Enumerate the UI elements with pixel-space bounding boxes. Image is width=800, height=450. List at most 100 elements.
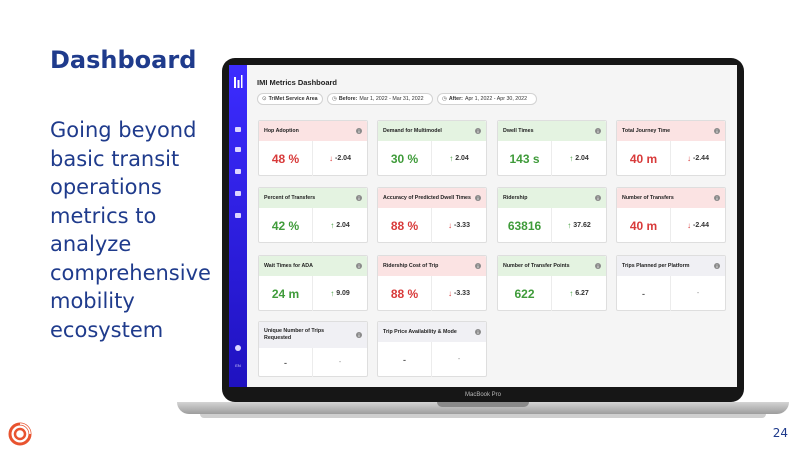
metric-card-body: --	[617, 276, 725, 311]
dashboard-title: IMI Metrics Dashboard	[257, 78, 338, 87]
metric-card-title: Total Journey Time	[622, 127, 671, 134]
info-icon[interactable]: i	[595, 195, 601, 201]
metric-card-body: 88 % ↓ -3.33	[378, 276, 486, 311]
metric-change-value: -3.33	[454, 290, 470, 297]
arrow-up-icon: ↑	[330, 221, 335, 230]
laptop-base-shadow	[200, 414, 766, 418]
laptop-screen: EN IMI Metrics Dashboard ⊙ TriMet Servic…	[229, 65, 737, 387]
arrow-down-icon: ↓	[448, 289, 453, 298]
metric-card[interactable]: Total Journey Time i 40 m ↓ -2.44	[616, 120, 726, 176]
metric-card[interactable]: Number of Transfers i 40 m ↓ -2.44	[616, 187, 726, 243]
metric-change-value: -	[338, 359, 342, 366]
metric-change-value: 2.04	[455, 155, 469, 162]
metric-card[interactable]: Accuracy of Predicted Dwell Times i 88 % ↓ -…	[377, 187, 487, 243]
info-icon[interactable]: i	[714, 263, 720, 269]
metric-change-value: -2.44	[693, 222, 709, 229]
metric-card-title: Dwell Times	[503, 127, 534, 134]
metric-card-body: 48 % ↓ -2.04	[259, 141, 367, 176]
metric-card[interactable]: Hop Adoption i 48 % ↓ -2.04	[258, 120, 368, 176]
metric-change-value: 6.27	[575, 290, 589, 297]
metric-change: ↓ -2.04	[313, 141, 367, 176]
metric-card[interactable]: Ridership i 63816 ↑ 37.62	[497, 187, 607, 243]
metric-card[interactable]: Demand for Multimodel i 30 % ↑ 2.04	[377, 120, 487, 176]
metric-card-title: Ridership Cost of Trip	[383, 262, 439, 269]
info-icon[interactable]: i	[475, 195, 481, 201]
filter-after-chip[interactable]: ◷ After: Apr 1, 2022 - Apr 30, 2022	[437, 93, 537, 105]
metric-change: -	[432, 342, 486, 377]
info-icon[interactable]: i	[595, 263, 601, 269]
metric-card-header: Demand for Multimodel i	[378, 121, 486, 141]
info-icon[interactable]: i	[475, 329, 481, 335]
laptop-notch	[437, 402, 529, 407]
nav-folder-icon[interactable]	[235, 191, 241, 196]
metric-card-title: Trip Price Availability & Mode	[383, 328, 457, 335]
info-icon[interactable]: i	[475, 128, 481, 134]
metric-card-body: --	[378, 342, 486, 377]
metric-card-header: Hop Adoption i	[259, 121, 367, 141]
metric-card-header: Ridership i	[498, 188, 606, 208]
metric-card[interactable]: Trips Planned per Platform i - -	[616, 255, 726, 311]
metric-card[interactable]: Unique Number of Trips Requested i - -	[258, 321, 368, 377]
filter-area-value: TriMet Service Area	[268, 96, 318, 102]
metric-card-title: Percent of Transfers	[264, 194, 316, 201]
info-icon[interactable]: i	[714, 195, 720, 201]
metric-card[interactable]: Dwell Times i 143 s ↑ 2.04	[497, 120, 607, 176]
nav-language-toggle[interactable]: EN	[235, 363, 241, 368]
metric-card-body: 40 m ↓ -2.44	[617, 208, 725, 243]
page-number: 24	[772, 426, 788, 440]
nav-reports-icon[interactable]	[235, 147, 241, 152]
filter-area-chip[interactable]: ⊙ TriMet Service Area	[257, 93, 323, 105]
metric-card-body: 143 s ↑ 2.04	[498, 141, 606, 176]
arrow-up-icon: ↑	[569, 289, 574, 298]
arrow-down-icon: ↓	[329, 154, 334, 163]
metric-value: 40 m	[617, 208, 671, 243]
metric-card[interactable]: Number of Transfer Points i 622 ↑ 6.27	[497, 255, 607, 311]
metric-value: -	[259, 348, 313, 377]
metric-change: ↑ 9.09	[313, 276, 367, 311]
nav-chart-icon[interactable]	[235, 213, 241, 218]
metric-card[interactable]: Percent of Transfers i 42 % ↑ 2.04	[258, 187, 368, 243]
metric-card-title: Wait Times for ADA	[264, 262, 313, 269]
metric-card[interactable]: Trip Price Availability & Mode i - -	[377, 321, 487, 377]
metric-card[interactable]: Ridership Cost of Trip i 88 % ↓ -3.33	[377, 255, 487, 311]
metric-card-header: Trip Price Availability & Mode i	[378, 322, 486, 342]
metric-value: -	[617, 276, 671, 311]
arrow-up-icon: ↑	[330, 289, 335, 298]
metric-card-body: 622 ↑ 6.27	[498, 276, 606, 311]
metric-card-title: Number of Transfers	[622, 194, 674, 201]
info-icon[interactable]: i	[356, 332, 362, 338]
metric-card-header: Total Journey Time i	[617, 121, 725, 141]
info-icon[interactable]: i	[356, 263, 362, 269]
info-icon[interactable]: i	[714, 128, 720, 134]
clock-icon: ◷	[332, 96, 337, 102]
info-icon[interactable]: i	[356, 195, 362, 201]
filter-before-chip[interactable]: ◷ Before: Mar 1, 2022 - Mar 31, 2022	[327, 93, 433, 105]
metric-card-header: Ridership Cost of Trip i	[378, 256, 486, 276]
metric-change: ↓ -3.33	[432, 208, 486, 243]
spiral-logo-icon	[8, 422, 32, 446]
nav-dashboard-icon[interactable]	[235, 127, 241, 132]
nav-sidebar: EN	[229, 65, 247, 387]
info-icon[interactable]: i	[475, 263, 481, 269]
metric-card-title: Number of Transfer Points	[503, 262, 570, 269]
metric-card-header: Accuracy of Predicted Dwell Times i	[378, 188, 486, 208]
nav-analytics-icon[interactable]	[235, 169, 241, 174]
metric-card-header: Number of Transfer Points i	[498, 256, 606, 276]
metric-value: 88 %	[378, 208, 432, 243]
arrow-up-icon: ↑	[567, 221, 572, 230]
slide-title: Dashboard	[50, 46, 197, 74]
metric-value: 143 s	[498, 141, 552, 176]
info-icon[interactable]: i	[595, 128, 601, 134]
metric-card-body: 88 % ↓ -3.33	[378, 208, 486, 243]
nav-user-icon[interactable]	[235, 345, 241, 351]
metric-change: ↑ 2.04	[432, 141, 486, 176]
metric-card-header: Percent of Transfers i	[259, 188, 367, 208]
metric-change-value: 2.04	[575, 155, 589, 162]
location-pin-icon: ⊙	[262, 96, 267, 102]
info-icon[interactable]: i	[356, 128, 362, 134]
metric-change: ↑ 37.62	[552, 208, 606, 243]
arrow-down-icon: ↓	[687, 154, 692, 163]
metric-card[interactable]: Wait Times for ADA i 24 m ↑ 9.09	[258, 255, 368, 311]
metric-change: ↓ -2.44	[671, 208, 725, 243]
metric-card-body: 63816 ↑ 37.62	[498, 208, 606, 243]
